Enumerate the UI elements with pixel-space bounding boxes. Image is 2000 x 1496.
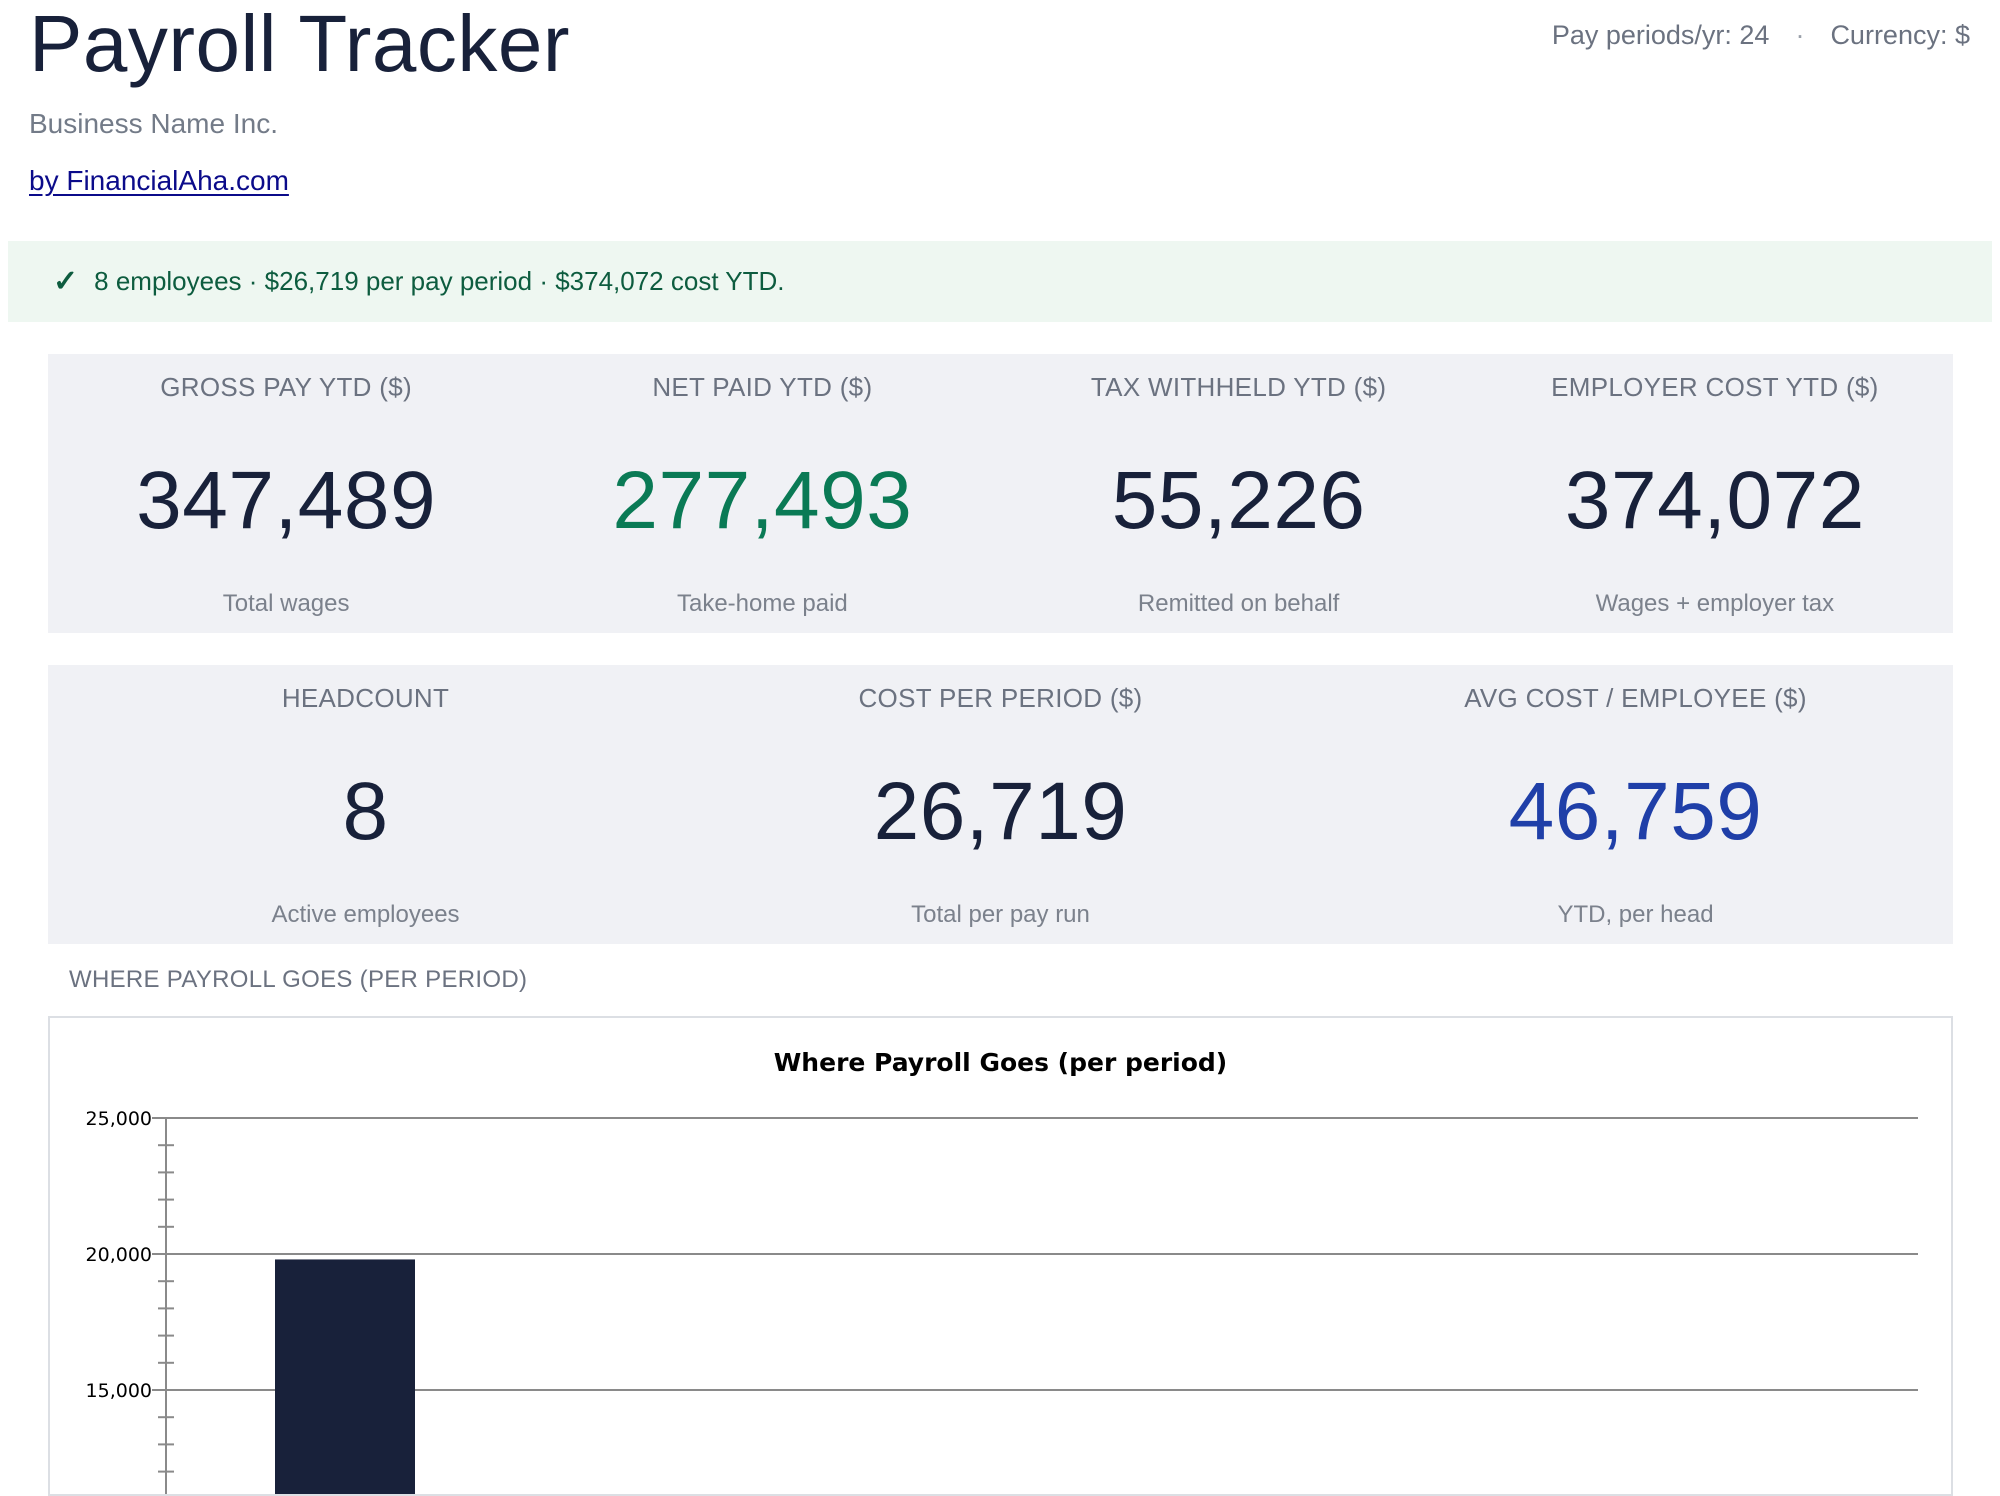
kpi-subtitle: Total wages bbox=[222, 590, 350, 617]
kpi-value: 277,493 bbox=[612, 455, 913, 546]
kpi-net-paid: NET PAID YTD ($) 277,493 Take-home paid bbox=[524, 354, 1000, 633]
kpi-subtitle: YTD, per head bbox=[1557, 901, 1714, 928]
pay-periods-info: Pay periods/yr: 24 bbox=[1551, 20, 1770, 50]
kpi-employer-cost: EMPLOYER COST YTD ($) 374,072 Wages + em… bbox=[1477, 354, 1953, 633]
y-tick-label: 20,000 bbox=[86, 1244, 152, 1266]
payroll-chart-panel: Where Payroll Goes (per period) 15,000 20… bbox=[48, 1016, 1953, 1496]
kpi-value: 26,719 bbox=[873, 766, 1128, 857]
kpi-label: GROSS PAY YTD ($) bbox=[160, 372, 412, 402]
kpi-avg-cost-employee: AVG COST / EMPLOYEE ($) 46,759 YTD, per … bbox=[1318, 665, 1953, 944]
kpi-subtitle: Take-home paid bbox=[676, 590, 848, 617]
byline-link[interactable]: by FinancialAha.com bbox=[29, 165, 289, 196]
kpi-value: 374,072 bbox=[1564, 455, 1865, 546]
kpi-tax-withheld: TAX WITHHELD YTD ($) 55,226 Remitted on … bbox=[1001, 354, 1477, 633]
kpi-value: 347,489 bbox=[136, 455, 437, 546]
kpi-label: COST PER PERIOD ($) bbox=[858, 683, 1143, 713]
kpi-label: HEADCOUNT bbox=[281, 683, 450, 713]
kpi-subtitle: Remitted on behalf bbox=[1137, 590, 1340, 617]
y-tick-label: 15,000 bbox=[86, 1380, 152, 1402]
kpi-headcount: HEADCOUNT 8 Active employees bbox=[48, 665, 683, 944]
status-banner: ✓ 8 employees · $26,719 per pay period ·… bbox=[8, 241, 1992, 322]
kpi-value: 46,759 bbox=[1508, 766, 1763, 857]
kpi-label: NET PAID YTD ($) bbox=[652, 372, 873, 402]
meta-separator: · bbox=[1795, 20, 1805, 50]
chart-title: Where Payroll Goes (per period) bbox=[773, 1048, 1228, 1077]
kpi-cost-per-period: COST PER PERIOD ($) 26,719 Total per pay… bbox=[683, 665, 1318, 944]
y-tick-label: 25,000 bbox=[86, 1108, 152, 1130]
kpi-label: TAX WITHHELD YTD ($) bbox=[1090, 372, 1387, 402]
check-icon: ✓ bbox=[53, 265, 79, 298]
kpi-gross-pay: GROSS PAY YTD ($) 347,489 Total wages bbox=[48, 354, 524, 633]
chart-bar bbox=[275, 1259, 415, 1494]
kpi-subtitle: Active employees bbox=[271, 901, 460, 928]
chart-section-label: WHERE PAYROLL GOES (PER PERIOD) bbox=[69, 966, 528, 993]
kpi-label: AVG COST / EMPLOYEE ($) bbox=[1464, 683, 1807, 713]
kpi-subtitle: Total per pay run bbox=[911, 901, 1090, 928]
kpi-subtitle: Wages + employer tax bbox=[1595, 590, 1835, 617]
business-name: Business Name Inc. bbox=[29, 108, 278, 139]
kpi-value: 55,226 bbox=[1111, 455, 1366, 546]
status-text: 8 employees · $26,719 per pay period · $… bbox=[94, 266, 785, 296]
currency-info: Currency: $ bbox=[1830, 20, 1970, 50]
kpi-row-ytd: GROSS PAY YTD ($) 347,489 Total wages NE… bbox=[48, 354, 1953, 633]
kpi-value: 8 bbox=[342, 766, 389, 857]
payroll-bar-chart: 15,000 20,000 25,000 bbox=[86, 1108, 1918, 1494]
kpi-row-summary: HEADCOUNT 8 Active employees COST PER PE… bbox=[48, 665, 1953, 944]
header-meta: Pay periods/yr: 24 · Currency: $ bbox=[1552, 20, 1970, 51]
page-title: Payroll Tracker bbox=[29, 0, 570, 88]
kpi-label: EMPLOYER COST YTD ($) bbox=[1551, 372, 1879, 402]
